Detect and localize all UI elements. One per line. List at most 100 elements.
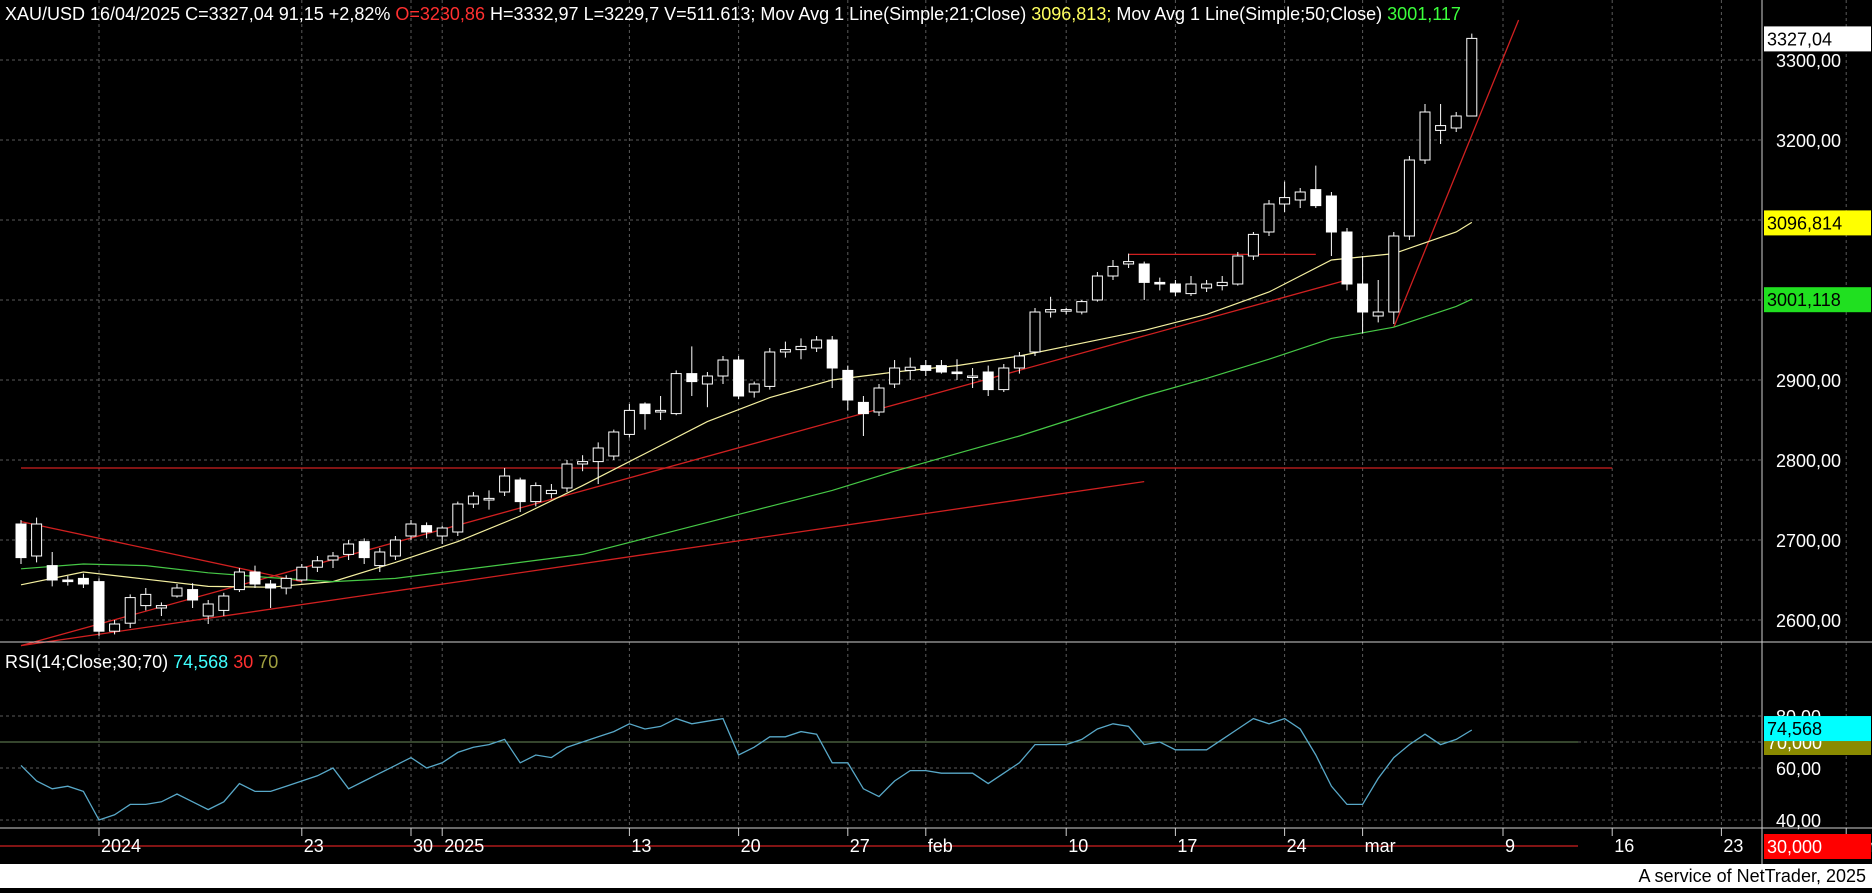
candle-up	[561, 463, 573, 489]
rsi-line	[20, 717, 1473, 821]
candle-down	[1310, 189, 1322, 207]
candle-down	[265, 583, 277, 589]
candle-up	[436, 527, 448, 537]
time-tick-label: 23	[1723, 836, 1743, 856]
rsi-value: 74,568	[173, 652, 229, 672]
candle-up	[779, 349, 791, 353]
rsi-layer	[0, 717, 1578, 847]
candle-up	[1279, 197, 1291, 205]
instrument-label: XAU/USD	[5, 4, 86, 24]
candle-up	[1232, 255, 1244, 285]
candle-down	[1341, 231, 1353, 285]
candle-up	[1123, 261, 1135, 265]
candle-up	[280, 577, 292, 589]
candle-up	[1029, 311, 1041, 353]
candle-up	[608, 431, 620, 457]
candle-down	[686, 373, 698, 383]
candle-down	[826, 339, 838, 369]
candle-up	[1216, 281, 1228, 287]
time-tick-label: 20	[741, 836, 761, 856]
rsi-high-level: 70	[258, 652, 279, 672]
candle-up	[530, 485, 542, 503]
candle-down	[77, 577, 89, 585]
candle-up	[904, 366, 916, 371]
candle-up	[202, 603, 214, 617]
ma50-value: 3001,117	[1387, 4, 1461, 24]
candle-up	[623, 409, 635, 435]
time-tick-label: 17	[1177, 836, 1197, 856]
price-tick-label: 2700,00	[1776, 531, 1841, 551]
candle-down	[920, 365, 932, 371]
candle-up	[1294, 191, 1306, 201]
time-tick-label: feb	[928, 836, 953, 856]
candle-down	[951, 371, 963, 375]
date-label: 16/04/2025	[90, 4, 181, 24]
candle-up	[967, 375, 979, 378]
axis-layer: 2600,002700,002800,002900,003000,003100,…	[0, 0, 1872, 864]
candle-up	[467, 495, 479, 505]
candle-up	[218, 595, 230, 611]
candle-down	[93, 581, 105, 632]
candle-up	[1247, 233, 1259, 257]
candle-up	[1013, 355, 1025, 369]
candle-layer	[15, 33, 1478, 636]
high-label: H=3332,97	[489, 4, 579, 24]
candle-up	[889, 367, 901, 385]
time-tick-label: 24	[1287, 836, 1307, 856]
price-tick-label: 2900,00	[1776, 371, 1841, 391]
candle-down	[187, 589, 199, 601]
candle-down	[733, 359, 745, 397]
candle-up	[1185, 283, 1197, 295]
candle-up	[545, 489, 557, 495]
candle-up	[296, 566, 308, 581]
trendline	[20, 279, 1348, 647]
candle-down	[1357, 283, 1369, 313]
candle-down	[842, 369, 854, 401]
candle-down	[1138, 263, 1150, 283]
candle-up	[171, 587, 183, 597]
ma21-tag-bg	[1764, 210, 1871, 236]
last-price-tag: 3327,04	[1767, 29, 1832, 49]
candle-up	[998, 367, 1010, 391]
grid-layer	[0, 0, 1847, 828]
time-tick-label: 9	[1505, 836, 1515, 856]
time-tick-label: 23	[304, 836, 324, 856]
ma50-tag-bg	[1764, 287, 1871, 313]
candle-down	[935, 365, 947, 373]
candle-up	[1107, 265, 1119, 277]
candle-up	[343, 543, 355, 555]
candle-up	[1263, 203, 1275, 233]
candle-down	[46, 565, 58, 581]
low-label: L=3229,7	[583, 4, 660, 24]
time-tick-label: 2025	[444, 836, 484, 856]
time-tick-label: mar	[1365, 836, 1396, 856]
candle-down	[249, 571, 261, 585]
rsi-value-tag: 74,568	[1767, 719, 1822, 739]
price-tick-label: 3300,00	[1776, 51, 1841, 71]
candle-up	[701, 375, 713, 385]
ma21-line	[20, 221, 1473, 588]
candle-up	[452, 503, 464, 533]
candle-up	[1201, 283, 1213, 289]
candle-down	[639, 403, 651, 415]
candle-down	[62, 579, 74, 583]
trendline	[20, 480, 1145, 647]
close-label: C=3327,04	[185, 4, 274, 24]
ma21-legend: Mov Avg 1 Line(Simple;21;Close)	[760, 4, 1027, 24]
candle-down	[857, 401, 869, 415]
candle-down	[1169, 283, 1181, 293]
ma21-value: 3096,813;	[1031, 4, 1112, 24]
candle-up	[764, 351, 776, 387]
time-tick-label: 27	[850, 836, 870, 856]
candle-up	[233, 571, 245, 591]
candle-up	[311, 560, 323, 568]
candle-down	[1325, 195, 1337, 233]
candle-up	[811, 339, 823, 349]
candle-up	[1466, 37, 1478, 117]
candle-up	[1091, 275, 1103, 301]
time-tick-label: 2024	[101, 836, 141, 856]
candle-up	[1450, 115, 1462, 129]
candle-down	[514, 479, 526, 503]
rsi-label: RSI(14;Close;30;70)	[5, 652, 169, 672]
